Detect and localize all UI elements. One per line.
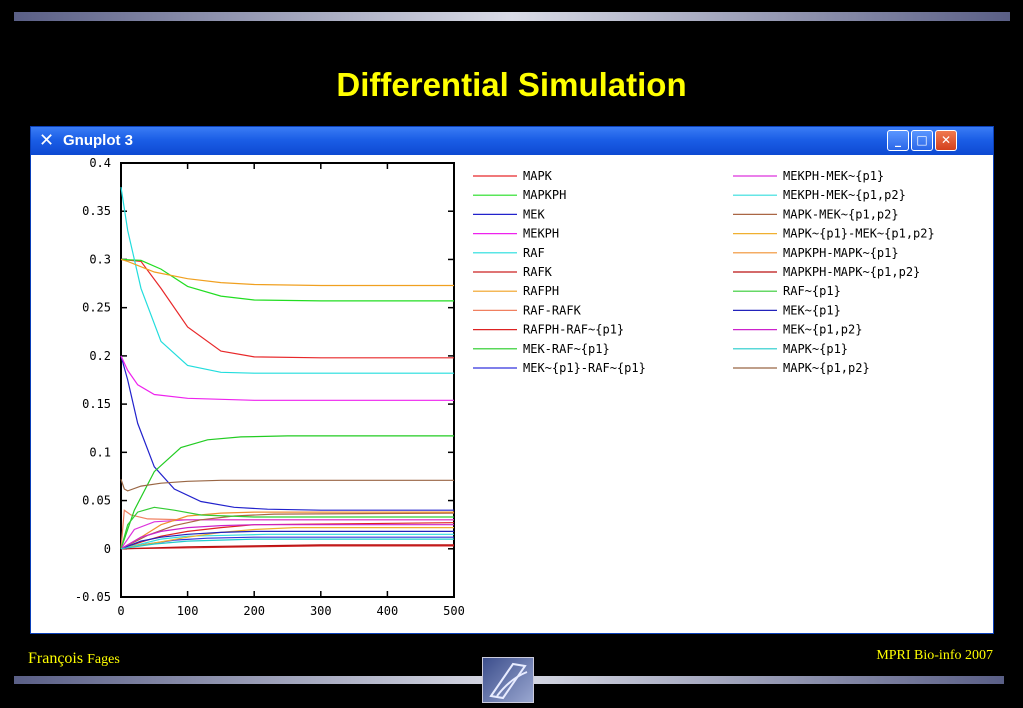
legend-label: RAFPH (523, 284, 559, 298)
y-tick-label: 0.4 (89, 157, 111, 170)
series-line (120, 538, 454, 550)
y-tick-label: 0.2 (89, 349, 111, 363)
minimize-icon: _ (895, 133, 901, 147)
legend-label: MEKPH-MEK~{p1} (783, 169, 884, 183)
series-line (120, 435, 454, 549)
legend-label: MAPK~{p1,p2} (783, 361, 870, 375)
x-tick-label: 200 (243, 604, 265, 618)
legend-label: RAFPH-RAF~{p1} (523, 323, 624, 337)
legend-label: RAF-RAFK (523, 303, 582, 317)
x-tick-label: 100 (177, 604, 199, 618)
close-button[interactable]: ✕ (935, 130, 957, 151)
y-tick-label: 0 (104, 542, 111, 556)
y-tick-label: 0.1 (89, 445, 111, 459)
x11-icon: ✕ (39, 130, 55, 151)
legend-label: MAPK~{p1} (783, 342, 848, 356)
window-titlebar[interactable]: ✕ Gnuplot 3 _ □ ✕ (31, 127, 993, 155)
series-line (120, 258, 454, 287)
y-tick-label: 0.05 (82, 494, 111, 508)
y-tick-label: -0.05 (75, 590, 111, 604)
minimize-button[interactable]: _ (887, 130, 909, 151)
y-tick-label: 0.15 (82, 397, 111, 411)
series-line (120, 519, 454, 550)
legend-label: RAFK (523, 265, 553, 279)
series-line (120, 506, 454, 549)
top-divider-bar (14, 12, 1010, 21)
x-tick-label: 300 (310, 604, 332, 618)
course-label: MPRI Bio-info 2007 (876, 648, 993, 663)
legend-label: MAPK-MEK~{p1,p2} (783, 207, 899, 221)
author-first: François (28, 650, 84, 667)
legend-label: MEK~{p1} (783, 303, 841, 317)
legend-label: MEKPH-MEK~{p1,p2} (783, 188, 906, 202)
legend-label: RAF~{p1} (783, 284, 841, 298)
series-line (120, 355, 454, 511)
y-tick-label: 0.3 (89, 252, 111, 266)
series-line (120, 258, 454, 302)
legend-label: MAPKPH-MAPK~{p1,p2} (783, 265, 920, 279)
y-tick-label: 0.35 (82, 204, 111, 218)
window-title: Gnuplot 3 (63, 132, 133, 149)
legend-label: MAPKPH-MAPK~{p1} (783, 246, 899, 260)
series-line (120, 187, 454, 374)
legend-label: MEK~{p1}-RAF~{p1} (523, 361, 646, 375)
legend-label: MEKPH (523, 227, 559, 241)
series-line (120, 524, 454, 550)
legend-label: MEK (523, 207, 545, 221)
maximize-icon: □ (916, 133, 928, 147)
series-line (120, 355, 454, 401)
legend-label: MEK~{p1,p2} (783, 323, 862, 337)
series-line (120, 544, 454, 550)
legend-label: MEK-RAF~{p1} (523, 342, 610, 356)
gnuplot-window[interactable]: ✕ Gnuplot 3 _ □ ✕ -0.05 0 0.05 0.1 0.15 0.2 0.… (30, 126, 994, 634)
y-tick-label: 0.25 (82, 301, 111, 315)
author-name: François Fages (28, 650, 120, 668)
logo-mark (489, 662, 528, 700)
series-line (120, 530, 454, 550)
x-tick-label: 500 (443, 604, 465, 618)
slide-title: Differential Simulation (336, 66, 687, 103)
x-tick-label: 400 (377, 604, 399, 618)
series-line (120, 258, 454, 359)
institution-logo (482, 657, 534, 703)
legend-label: MAPKPH (523, 188, 566, 202)
series-line (120, 479, 454, 492)
close-icon: ✕ (940, 133, 952, 147)
plot-frame (120, 162, 455, 598)
legend-label: RAF (523, 246, 545, 260)
series-line (120, 533, 454, 550)
legend-label: MAPK (523, 169, 553, 183)
legend-label: MAPK~{p1}-MEK~{p1,p2} (783, 227, 935, 241)
x-tick-label: 0 (117, 604, 124, 618)
line-chart: -0.05 0 0.05 0.1 0.15 0.2 0.25 0.3 0.35 0.4 0 100 20… (75, 157, 935, 618)
author-last: Fages (87, 652, 120, 667)
maximize-button[interactable]: □ (911, 130, 933, 151)
series-line (120, 545, 454, 550)
